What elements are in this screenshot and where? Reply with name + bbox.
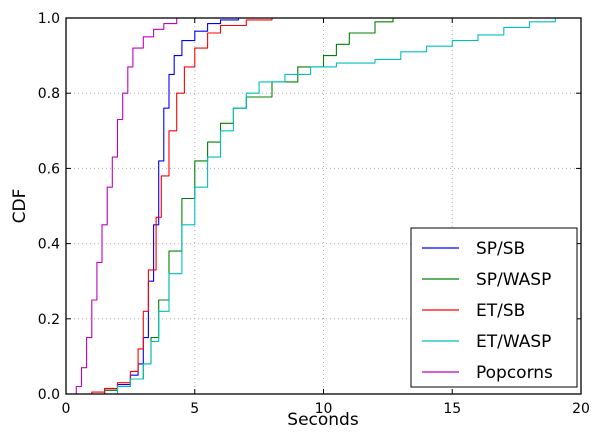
y-tick-label: 0.6 xyxy=(38,161,60,177)
series-line-sp-sb xyxy=(91,18,240,395)
series-line-popcorns xyxy=(71,18,178,395)
x-axis-label: Seconds xyxy=(287,410,359,430)
y-tick-label: 0.2 xyxy=(38,312,60,328)
y-tick-label: 0.8 xyxy=(38,86,60,102)
y-tick-label: 0.4 xyxy=(38,237,60,253)
series-line-et-wasp xyxy=(104,18,556,395)
series-lines xyxy=(71,18,556,395)
legend-label-et-wasp: ET/WASP xyxy=(476,332,551,352)
x-tick-label: 10 xyxy=(315,401,333,417)
legend-label-sp-wasp: SP/WASP xyxy=(476,270,551,290)
series-line-et-sb xyxy=(86,18,273,395)
x-tick-label: 5 xyxy=(190,401,199,417)
y-tick-label: 0.0 xyxy=(38,387,60,403)
x-tick-label: 15 xyxy=(443,401,461,417)
legend-box xyxy=(410,227,578,388)
legend: SP/SB SP/WASP ET/SB ET/WASP Popcorns xyxy=(410,227,578,388)
series-line-sp-wasp xyxy=(91,18,394,395)
legend-label-popcorns: Popcorns xyxy=(476,363,553,383)
x-tick-label: 20 xyxy=(572,401,590,417)
legend-label-et-sb: ET/SB xyxy=(476,301,525,321)
axis-ticks: 0 5 10 15 20 0.0 0.2 0.4 0.6 0.8 1.0 xyxy=(38,11,590,417)
x-tick-label: 0 xyxy=(62,401,71,417)
y-tick-label: 1.0 xyxy=(38,11,60,27)
legend-label-sp-sb: SP/SB xyxy=(476,239,525,259)
y-axis-label: CDF xyxy=(10,189,30,224)
